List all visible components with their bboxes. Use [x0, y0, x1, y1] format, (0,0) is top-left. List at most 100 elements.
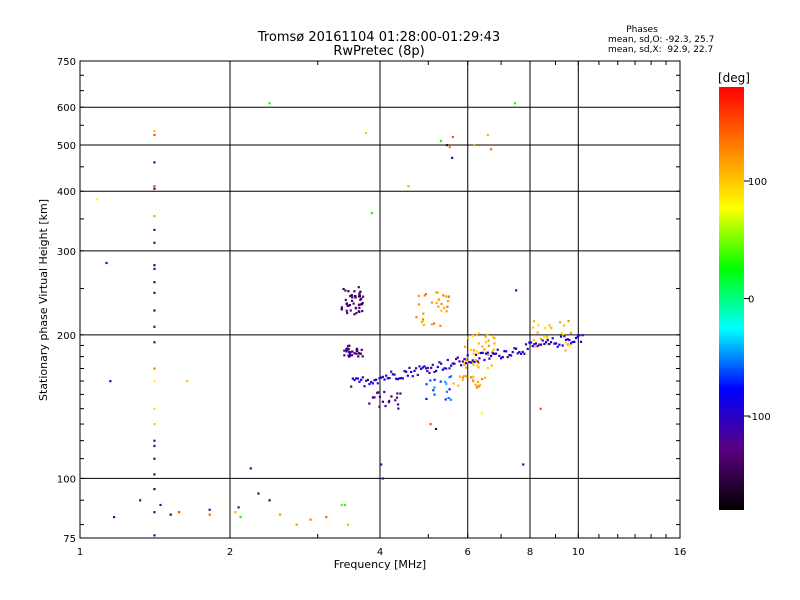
- data-point: [568, 345, 571, 348]
- data-point: [548, 343, 551, 346]
- data-point: [461, 378, 465, 382]
- data-point: [428, 371, 431, 375]
- data-point: [445, 390, 448, 393]
- data-point: [393, 373, 396, 376]
- data-point: [518, 351, 521, 354]
- data-point: [432, 389, 435, 392]
- data-point: [139, 499, 142, 502]
- data-point: [468, 360, 471, 364]
- data-point: [390, 370, 393, 373]
- data-point: [487, 339, 490, 342]
- data-point: [446, 305, 449, 308]
- data-point: [208, 513, 211, 516]
- x-tick-label: 1: [77, 547, 83, 558]
- data-point: [95, 198, 98, 201]
- data-point: [408, 366, 411, 369]
- data-point: [359, 298, 362, 301]
- data-point: [440, 309, 443, 312]
- data-point: [395, 396, 399, 399]
- data-point: [378, 405, 381, 408]
- data-point: [357, 295, 361, 298]
- data-point: [439, 324, 442, 327]
- data-point: [523, 352, 526, 355]
- data-point: [521, 350, 524, 354]
- data-point: [421, 366, 424, 369]
- data-point: [153, 161, 156, 164]
- data-point: [394, 399, 397, 402]
- data-point: [424, 292, 428, 296]
- data-point: [373, 396, 376, 399]
- data-point: [422, 323, 425, 327]
- data-point: [476, 360, 479, 363]
- data-point: [295, 523, 298, 526]
- data-point: [420, 367, 423, 371]
- data-point: [579, 340, 583, 343]
- data-point: [549, 341, 553, 344]
- data-point: [451, 362, 454, 365]
- data-point: [368, 382, 371, 386]
- data-point: [551, 337, 554, 340]
- data-point: [439, 139, 443, 143]
- data-point: [371, 382, 374, 385]
- data-point: [401, 377, 404, 380]
- data-point: [554, 342, 558, 345]
- data-point: [453, 362, 456, 365]
- x-axis-label: Frequency [MHz]: [334, 558, 426, 571]
- data-point: [347, 354, 350, 357]
- data-point: [477, 366, 480, 369]
- data-point: [433, 386, 436, 389]
- data-point: [431, 363, 434, 366]
- data-point: [353, 378, 356, 382]
- data-point: [348, 344, 351, 347]
- data-points: [95, 102, 584, 537]
- data-point: [109, 380, 112, 383]
- data-point: [444, 295, 448, 298]
- data-point: [546, 338, 549, 342]
- data-point: [352, 302, 355, 305]
- data-point: [378, 377, 381, 380]
- data-point: [444, 380, 447, 384]
- data-point: [569, 331, 572, 334]
- data-point: [153, 380, 156, 383]
- data-point: [395, 377, 398, 380]
- data-point: [472, 352, 475, 355]
- data-point: [446, 299, 450, 303]
- x-axis-ticks: 1 2 4 6 8 10 16: [77, 61, 686, 558]
- data-point: [346, 344, 350, 348]
- data-point: [444, 398, 447, 401]
- data-point: [361, 301, 364, 305]
- data-point: [386, 377, 389, 380]
- data-point: [436, 365, 439, 369]
- data-point: [562, 333, 565, 336]
- colorbar-tick-label: -100: [748, 412, 771, 423]
- data-point: [399, 392, 402, 395]
- data-point: [385, 374, 388, 377]
- data-point: [463, 358, 466, 361]
- data-point: [355, 352, 358, 355]
- data-point: [564, 341, 567, 344]
- data-point: [356, 349, 359, 352]
- data-point: [529, 341, 533, 344]
- data-point: [533, 343, 536, 346]
- data-point: [473, 143, 476, 147]
- data-point: [391, 373, 394, 376]
- data-point: [503, 350, 506, 353]
- data-point: [370, 212, 373, 215]
- data-point: [416, 373, 419, 377]
- data-point: [249, 467, 252, 470]
- data-point: [475, 386, 478, 389]
- data-point: [423, 294, 426, 297]
- data-point: [429, 379, 432, 382]
- data-point: [449, 375, 453, 378]
- data-point: [486, 133, 489, 137]
- data-point: [456, 356, 459, 359]
- data-point: [484, 341, 487, 344]
- data-point: [373, 379, 376, 382]
- data-point: [442, 294, 445, 297]
- data-point: [553, 342, 556, 345]
- data-point: [435, 301, 438, 305]
- data-point: [360, 303, 364, 306]
- data-point: [433, 393, 436, 396]
- data-point: [347, 304, 350, 307]
- data-point: [471, 334, 475, 337]
